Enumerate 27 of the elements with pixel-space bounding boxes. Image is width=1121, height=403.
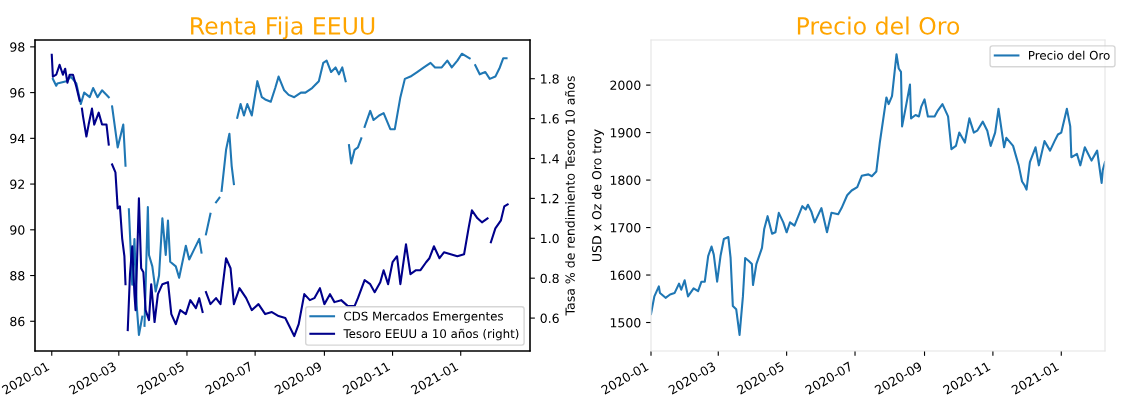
y-tick-label: 1500 [610, 317, 641, 328]
y2-tick-label: 1.2 [541, 193, 559, 204]
chart-title: Renta Fija EEUU [191, 16, 375, 40]
y-tick-label: 88 [10, 271, 25, 281]
y2-tick-label: 1.6 [541, 114, 559, 124]
y-tick-label: 1700 [610, 223, 641, 233]
y-tick-label: 94 [10, 133, 25, 144]
y2-tick-label: 1.0 [541, 233, 559, 244]
y2-tick-label: 1.4 [541, 154, 559, 164]
y2-axis-title: Tasa % de rendimiento Tesoro 10 años [564, 76, 575, 316]
legend-label: CDS Mercados Emergentes [344, 311, 503, 323]
y-tick-label: 1600 [610, 270, 641, 280]
y-tick-label: 2000 [610, 80, 641, 91]
legend-label: Precio del Oro [1029, 50, 1110, 60]
y-tick-label: 90 [10, 225, 25, 235]
y2-tick-label: 0.6 [540, 313, 559, 324]
y-tick-label: 96 [10, 88, 25, 98]
y2-tick-label: 0.8 [540, 273, 559, 284]
y-tick-label: 1800 [610, 175, 641, 185]
y-tick-label: 1900 [610, 128, 641, 138]
chart-title: Precio del Oro [797, 16, 960, 35]
y2-tick-label: 1.8 [541, 74, 559, 84]
y-tick-label: 98 [10, 42, 25, 52]
y-axis-title: USD x Oz de Oro troy [591, 129, 604, 261]
y-tick-label: 92 [10, 179, 25, 189]
legend-label: Tesoro EEUU a 10 años (right) [343, 328, 519, 341]
y-tick-label: 86 [10, 316, 25, 327]
